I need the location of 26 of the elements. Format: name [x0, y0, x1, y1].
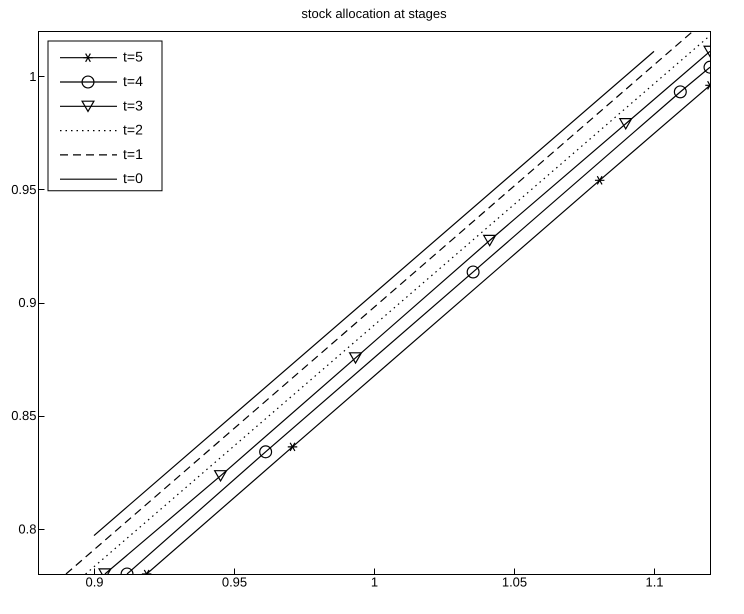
- legend-label: t=0: [123, 170, 144, 186]
- point: [466, 265, 480, 278]
- legend-label: t=2: [123, 122, 144, 138]
- point: [674, 85, 687, 98]
- x-tick-label: 1.1: [645, 574, 664, 590]
- point: [349, 352, 362, 364]
- legend-label: t=4: [123, 73, 144, 89]
- y-tick-label: 1: [29, 68, 36, 84]
- legend-label: t=3: [123, 97, 144, 114]
- y-tick-label: 0.8: [18, 521, 36, 536]
- x-tick-label: 1: [370, 574, 378, 590]
- point: [619, 118, 632, 130]
- point: [214, 470, 228, 482]
- legend-label: t=5: [123, 48, 144, 65]
- point: [594, 176, 606, 186]
- x-tick-label: 0.9: [85, 574, 104, 590]
- legend-label: t=1: [123, 146, 144, 162]
- point: [287, 442, 298, 452]
- x-tick-label: 1.05: [502, 574, 528, 590]
- y-tick-label: 0.95: [11, 182, 36, 197]
- point: [259, 445, 272, 458]
- point: [483, 234, 496, 246]
- chart-title: stock allocation at stages: [301, 6, 448, 21]
- y-tick-label: 0.85: [11, 408, 36, 424]
- x-tick-label: 0.95: [222, 574, 248, 590]
- y-tick-label: 0.9: [18, 295, 36, 310]
